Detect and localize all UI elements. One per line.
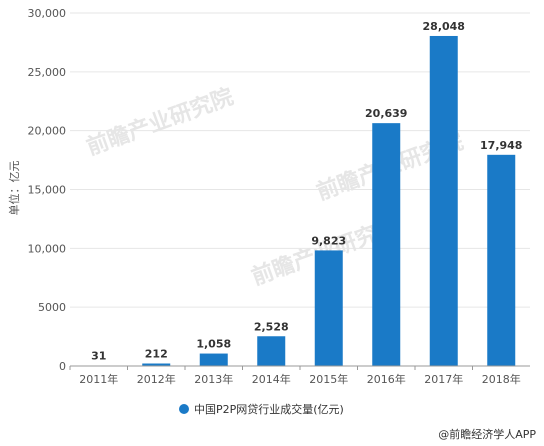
legend-marker <box>179 404 189 414</box>
data-label: 31 <box>91 350 106 363</box>
x-tick-label: 2012年 <box>137 372 176 386</box>
data-label: 28,048 <box>423 20 465 33</box>
y-tick-label: 15,000 <box>28 184 67 197</box>
data-labels: 31 212 1,058 2,528 9,823 20,639 28,048 17,948 <box>91 20 522 363</box>
watermark-text: 前瞻产业研究院 <box>83 84 237 161</box>
legend[interactable]: 中国P2P网贷行业成交量(亿元) <box>179 402 344 416</box>
y-tick-label: 25,000 <box>28 66 67 79</box>
data-label: 20,639 <box>365 107 407 120</box>
bar[interactable] <box>257 336 286 366</box>
x-tick-label: 2011年 <box>79 372 118 386</box>
y-tick-label: 30,000 <box>28 7 67 20</box>
bar[interactable] <box>487 154 516 366</box>
credit-text: @前瞻经济学人APP <box>438 427 536 441</box>
x-axis-ticks: 2011年 2012年 2013年 2014年 2015年 2016年 2017年 2018年 <box>69 366 521 386</box>
x-tick-label: 2017年 <box>424 372 463 386</box>
watermark-group: 前瞻产业研究院前瞻产业研究院前瞻产业研究院 <box>83 84 467 291</box>
bar[interactable] <box>142 363 171 366</box>
x-tick-label: 2014年 <box>252 372 291 386</box>
data-label: 9,823 <box>311 234 346 247</box>
bar[interactable] <box>372 123 401 366</box>
data-label: 212 <box>145 348 168 361</box>
bar[interactable] <box>314 250 343 366</box>
bar[interactable] <box>429 35 458 366</box>
data-label: 17,948 <box>480 139 522 152</box>
data-label: 2,528 <box>254 320 289 333</box>
legend-label: 中国P2P网贷行业成交量(亿元) <box>194 402 344 416</box>
y-tick-label: 20,000 <box>28 125 67 138</box>
bar[interactable] <box>199 353 228 366</box>
data-label: 1,058 <box>196 338 231 351</box>
x-tick-label: 2015年 <box>309 372 348 386</box>
x-tick-label: 2018年 <box>482 372 521 386</box>
x-tick-label: 2016年 <box>367 372 406 386</box>
y-tick-label: 10,000 <box>28 242 67 255</box>
y-tick-label: 5000 <box>38 301 66 314</box>
x-tick-label: 2013年 <box>194 372 233 386</box>
y-axis-ticks: 0 5000 10,000 15,000 20,000 25,000 30,000 <box>28 7 67 373</box>
y-tick-label: 0 <box>59 360 66 373</box>
bar-series <box>84 35 516 367</box>
y-axis-label: 单位：亿元 <box>7 161 21 216</box>
